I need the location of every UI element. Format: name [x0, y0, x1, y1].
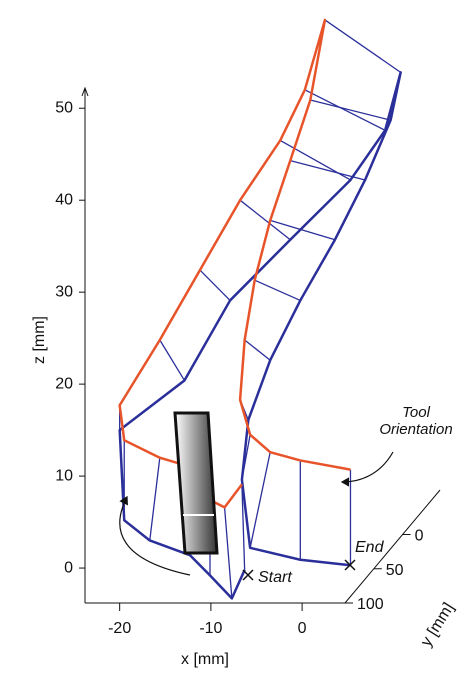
tool-orientation	[239, 199, 291, 241]
tool-orientation	[254, 279, 301, 302]
tool-path	[118, 18, 351, 509]
z-tick-label: 50	[55, 99, 73, 116]
annotation: Tool Orientation	[379, 404, 453, 438]
z-axis-label: z [mm]	[31, 316, 48, 364]
z-tick-label: 20	[55, 375, 73, 392]
tool-path	[118, 71, 402, 600]
z-tick-label: 40	[55, 191, 73, 208]
tool	[173, 411, 219, 555]
tool-orientation	[199, 269, 231, 301]
y-tick-label: 0	[415, 528, 424, 545]
tool-orientation	[249, 452, 271, 548]
tool-orientation	[324, 19, 402, 73]
x-tick-label: -10	[199, 620, 222, 637]
tool-orientation	[304, 89, 386, 131]
tool-orientation	[241, 484, 246, 570]
x-tick-label: 0	[298, 620, 307, 637]
arrow	[340, 451, 394, 487]
tool-orientation	[223, 507, 233, 599]
y-axis-label: y [mm]	[418, 600, 458, 650]
tool-orientation	[270, 219, 336, 241]
z-arrow	[81, 86, 89, 97]
z-tick-label: 0	[64, 559, 73, 576]
tool-orientation	[159, 339, 185, 381]
y-axis	[344, 489, 441, 604]
y-tick-label: 50	[386, 562, 404, 579]
annotation: Start	[258, 569, 292, 586]
y-tick-label: 100	[357, 596, 384, 613]
annotation: End	[355, 539, 385, 556]
tool-orientation	[310, 99, 391, 121]
tool-orientation	[244, 339, 271, 361]
z-tick-label: 30	[55, 283, 73, 300]
x-axis-label: x [mm]	[181, 651, 229, 668]
markers	[242, 559, 356, 581]
z-tick-label: 10	[55, 467, 73, 484]
x-tick-label: -20	[108, 620, 131, 637]
arrow	[119, 495, 191, 576]
tool-orientation	[149, 457, 161, 541]
